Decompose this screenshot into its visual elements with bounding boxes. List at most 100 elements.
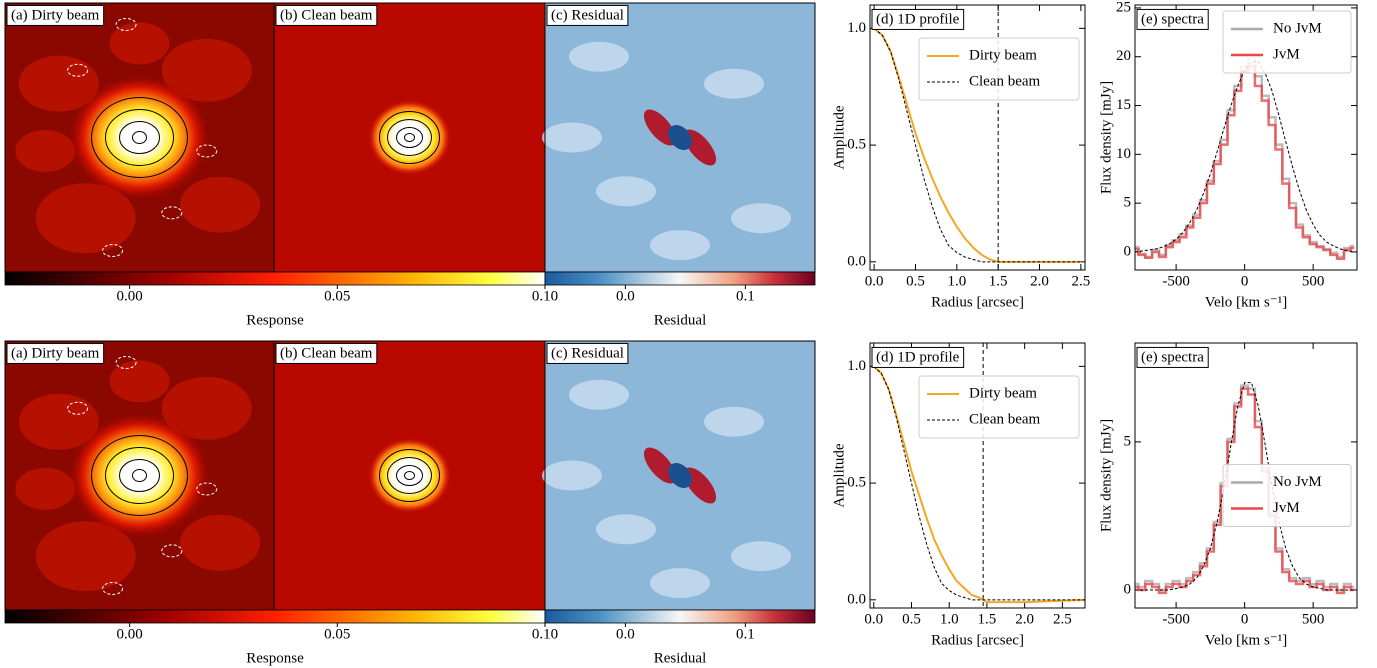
contour	[404, 471, 415, 480]
contour	[119, 121, 160, 154]
axes-frame	[869, 4, 1086, 271]
legend-label: JvM	[1273, 500, 1300, 516]
negative-contour	[115, 356, 137, 370]
negative-contour	[196, 144, 218, 158]
heatmap-blob	[542, 460, 602, 491]
panel-label: (d) 1D profile	[876, 349, 960, 365]
y-tick-label: 20	[1116, 48, 1131, 64]
series-line	[873, 365, 1085, 604]
panel-label-box	[871, 8, 965, 30]
x-tick-label: 1.0	[940, 611, 959, 627]
contour	[387, 119, 432, 156]
series-line	[873, 27, 1081, 263]
panel-label-box	[275, 342, 378, 364]
colorbar	[544, 609, 816, 624]
x-axis-label: Velo [km s⁻¹]	[1205, 632, 1287, 648]
colorbar-label: Response	[246, 312, 304, 328]
y-axis-label: Flux density [mJy]	[1098, 419, 1114, 532]
series-line	[873, 365, 1085, 601]
image-panel	[542, 340, 816, 611]
contour	[132, 469, 147, 482]
y-tick-label: 10	[1116, 146, 1131, 162]
heatmap-blob	[596, 514, 656, 545]
panel-label: (a) Dirty beam	[11, 7, 100, 23]
colorbar-label: Response	[246, 650, 304, 666]
y-tick-label: 1.0	[847, 358, 866, 374]
y-tick-label: 0	[1124, 243, 1132, 259]
heatmap-blob	[18, 393, 99, 450]
colorbar-tick-label: 0.10	[532, 626, 558, 642]
contour	[379, 449, 440, 502]
image-panel	[273, 340, 546, 611]
legend-box	[1222, 10, 1352, 74]
x-tick-label: 2.5	[1053, 611, 1072, 627]
contour	[396, 465, 423, 486]
contour	[132, 131, 147, 144]
colorbar-tick-label: 0.00	[116, 288, 142, 304]
x-tick-label: 1.5	[978, 611, 997, 627]
panel-label: (b) Clean beam	[280, 345, 373, 361]
x-tick-label: -500	[1162, 273, 1190, 289]
heatmap-blob	[731, 203, 791, 234]
y-tick-label: 15	[1116, 97, 1131, 113]
beam-core	[367, 437, 452, 514]
residual-pos	[683, 129, 717, 166]
axes-frame	[869, 342, 1086, 609]
heatmap-blob	[704, 406, 764, 437]
contour	[105, 447, 174, 504]
heatmap-blob	[569, 379, 629, 410]
series-line	[873, 27, 1081, 263]
panel-label-box	[6, 4, 105, 26]
panel-label-box	[871, 346, 965, 368]
panel-label: (a) Dirty beam	[11, 345, 100, 361]
legend-label: No JvM	[1273, 474, 1322, 490]
colorbar-tick-label: 0.00	[116, 626, 142, 642]
x-tick-label: 2.5	[1071, 273, 1090, 289]
x-tick-label: 0.5	[906, 273, 925, 289]
x-axis-label: Radius [arcsec]	[931, 294, 1024, 310]
image-panel	[542, 2, 816, 273]
x-tick-label: -500	[1162, 611, 1190, 627]
x-tick-label: 0	[1241, 273, 1249, 289]
heatmap-blob	[180, 514, 261, 571]
colorbar-label: Residual	[654, 650, 707, 666]
legend-label: Dirty beam	[969, 47, 1037, 63]
legend-box	[918, 375, 1080, 439]
heatmap-blob	[704, 68, 764, 99]
beam-core	[367, 99, 452, 176]
x-tick-label: 0	[1241, 611, 1249, 627]
image-panel	[4, 340, 275, 611]
contour	[387, 457, 432, 494]
legend-box	[1222, 464, 1352, 527]
colorbar-tick-label: 0.10	[532, 288, 558, 304]
image-panel	[4, 2, 275, 273]
heatmap-blob	[650, 568, 710, 599]
colorbar	[544, 271, 816, 286]
x-tick-label: 2.0	[1030, 273, 1049, 289]
heatmap-blob	[596, 176, 656, 207]
contour	[105, 109, 174, 166]
heatmap-blob	[15, 129, 76, 172]
panel-label: (b) Clean beam	[280, 7, 373, 23]
colorbar-tick-label: 0.05	[324, 626, 350, 642]
negative-contour	[67, 63, 89, 77]
series-line	[1135, 57, 1355, 259]
x-tick-label: 500	[1302, 273, 1325, 289]
y-tick-label: 0.5	[847, 137, 866, 153]
heatmap-blob	[161, 38, 252, 102]
heatmap-blob	[109, 22, 170, 65]
panel-label-box	[546, 4, 629, 26]
heatmap-blob	[542, 122, 602, 153]
colorbar-tick-label: 0.0	[616, 626, 635, 642]
x-tick-label: 0.0	[864, 611, 883, 627]
y-tick-label: 1.0	[847, 20, 866, 36]
contour	[91, 97, 188, 178]
heatmap-blob	[569, 41, 629, 72]
colorbar	[4, 609, 546, 624]
contour	[119, 459, 160, 492]
heatmap-blob	[18, 55, 99, 112]
heatmap-blob	[109, 360, 170, 403]
legend-label: JvM	[1273, 46, 1300, 62]
legend-label: Dirty beam	[969, 385, 1037, 401]
